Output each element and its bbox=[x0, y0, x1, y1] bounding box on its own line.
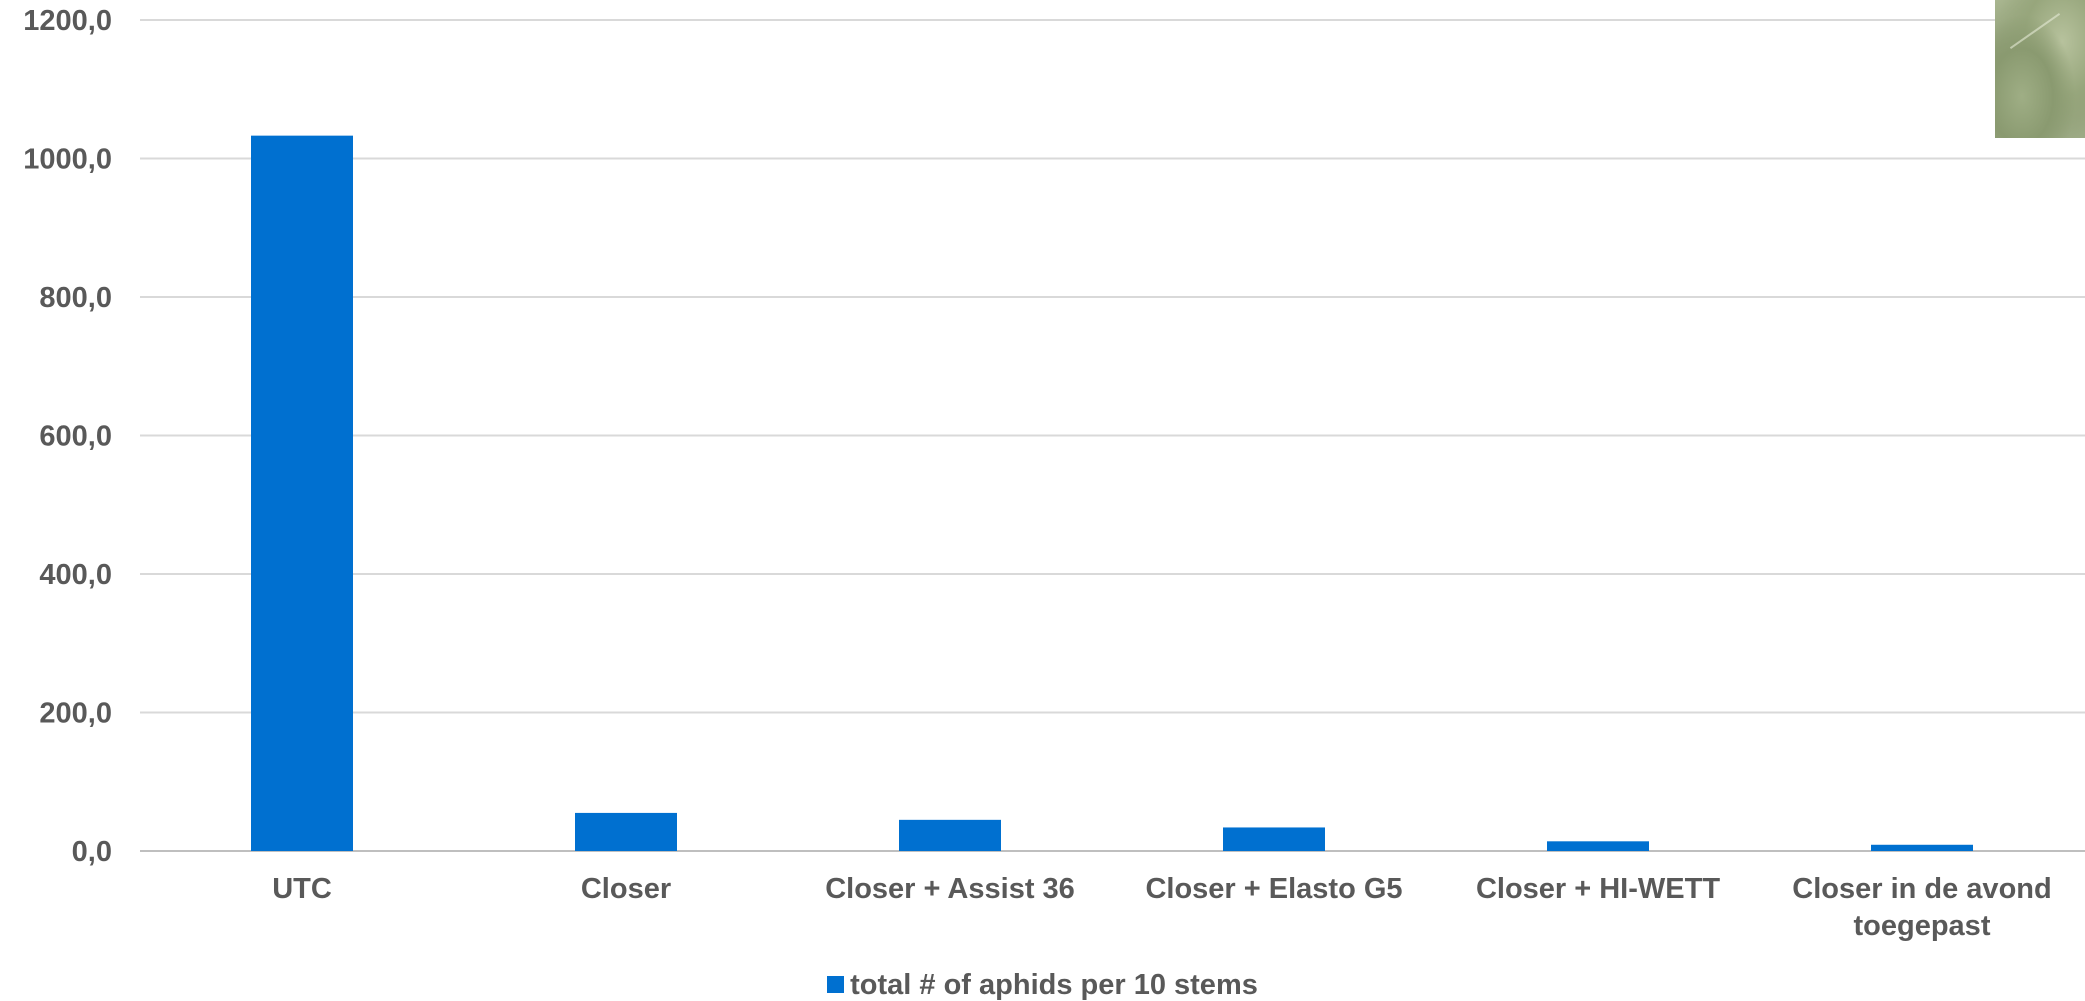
y-tick-label-1: 200,0 bbox=[39, 698, 112, 730]
x-tick-label-2: Closer + Assist 36 bbox=[825, 873, 1075, 905]
y-tick-label-0: 0,0 bbox=[72, 836, 112, 868]
x-tick-label-5-line-1: toegepast bbox=[1854, 910, 1991, 942]
bar-4 bbox=[1547, 841, 1649, 851]
y-tick-label-5: 1000,0 bbox=[23, 144, 112, 176]
legend-swatch bbox=[827, 976, 845, 993]
y-tick-label-2: 400,0 bbox=[39, 559, 112, 591]
y-tick-label-3: 600,0 bbox=[39, 421, 112, 453]
aphid-photo-thumbnail bbox=[1995, 0, 2085, 138]
bar-5 bbox=[1871, 844, 1973, 851]
bar-3 bbox=[1223, 827, 1325, 851]
x-tick-label-1: Closer bbox=[581, 873, 671, 905]
legend: total # of aphids per 10 stems bbox=[0, 968, 2085, 1001]
x-tick-label-0: UTC bbox=[272, 873, 332, 905]
x-tick-label-5-line-0: Closer in de avond bbox=[1792, 873, 2051, 905]
bar-2 bbox=[899, 819, 1001, 851]
x-tick-label-4: Closer + HI-WETT bbox=[1476, 873, 1720, 905]
bar-1 bbox=[575, 812, 677, 851]
y-tick-label-6: 1200,0 bbox=[23, 5, 112, 37]
x-tick-label-3: Closer + Elasto G5 bbox=[1145, 873, 1402, 905]
y-tick-label-4: 800,0 bbox=[39, 282, 112, 314]
bar-0 bbox=[251, 135, 353, 851]
legend-label: total # of aphids per 10 stems bbox=[850, 969, 1258, 1001]
